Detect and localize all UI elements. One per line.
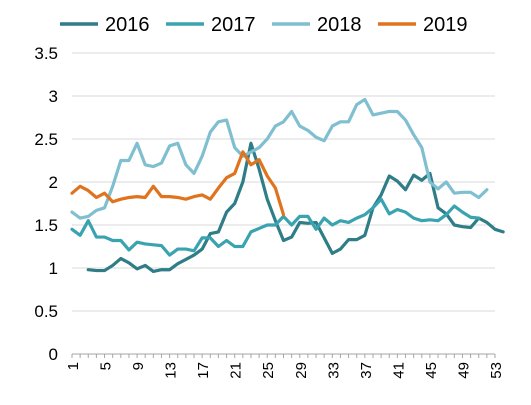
x-tick-label: 53 [488,362,505,379]
legend-label-2018: 2018 [317,14,362,36]
x-tick-label: 49 [455,362,472,379]
y-tick-label: 0 [49,345,58,364]
y-tick-label: 3 [49,87,58,106]
series-line-2017 [70,197,481,257]
legend: 2016 2017 2018 2019 [60,14,468,36]
x-tick-label: 5 [98,362,115,370]
series-lines [70,97,505,274]
axes [71,353,496,358]
y-tick-label: 3.5 [34,44,58,63]
legend-label-2016: 2016 [105,14,150,36]
series-line-2018 [70,97,489,220]
x-tick-label: 17 [195,362,212,379]
x-tick-label: 37 [358,362,375,379]
x-tick-label: 33 [325,362,342,379]
y-tick-label: 1 [49,259,58,278]
x-tick-label: 41 [390,362,407,379]
x-tick-label: 21 [228,362,245,379]
x-axis-tick-labels: 1 5 9 13 17 21 25 29 33 37 41 45 49 53 [65,362,505,379]
x-tick-label: 29 [293,362,310,379]
y-tick-label: 0.5 [34,302,58,321]
x-tick-label: 45 [423,362,440,379]
y-tick-label: 2 [49,173,58,192]
x-tick-label: 1 [65,362,82,370]
x-tick-label: 13 [163,362,180,379]
y-axis-tick-labels: 0 0.5 1 1.5 2 2.5 3 3.5 [34,44,58,364]
y-tick-label: 2.5 [34,130,58,149]
x-tick-label: 9 [130,362,147,370]
y-tick-label: 1.5 [34,216,58,235]
legend-label-2017: 2017 [211,14,256,36]
series-line-2016 [86,141,505,274]
legend-label-2019: 2019 [423,14,468,36]
x-tick-label: 25 [260,362,277,379]
series-line-2019 [70,150,286,217]
